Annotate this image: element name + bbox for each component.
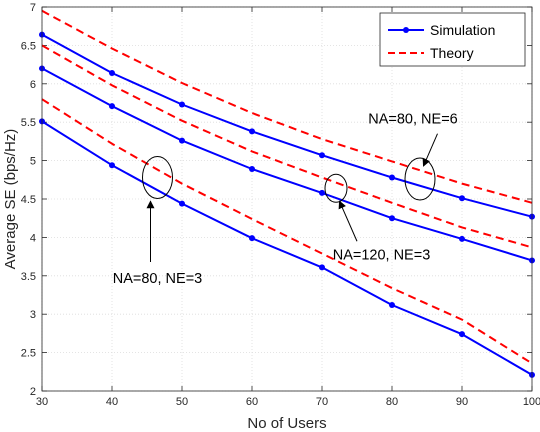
- annotation-label: NA=80, NE=3: [113, 271, 202, 287]
- legend-simulation-label: Simulation: [430, 22, 495, 38]
- data-point: [459, 195, 465, 202]
- annotation-ellipse: [324, 173, 348, 203]
- series-theory-na-80-ne-3: [41, 98, 533, 365]
- data-point: [179, 137, 185, 144]
- series-simulation-na-80-ne-6: [39, 31, 535, 220]
- series-line: [41, 67, 533, 262]
- series-theory-na-80-ne-6: [41, 9, 533, 204]
- y-tick-label: 2: [30, 386, 36, 398]
- x-axis-label: No of Users: [247, 415, 326, 432]
- data-point: [319, 152, 325, 159]
- y-tick-label: 2.5: [21, 348, 36, 360]
- data-point: [459, 331, 465, 338]
- series-layer: [39, 9, 535, 378]
- annotation: NA=80, NE=3: [113, 155, 202, 287]
- x-tick-label: 90: [456, 396, 468, 408]
- annotation-layer: NA=80, NE=6 NA=120, NE=3 NA=80, NE=3: [113, 111, 458, 287]
- x-tick-label: 30: [36, 396, 48, 408]
- y-tick-label: 6.5: [21, 40, 36, 52]
- series-line: [41, 33, 533, 218]
- plot-frame: [41, 6, 533, 392]
- y-tick-label: 5: [30, 156, 36, 168]
- x-tick-label: 80: [386, 396, 398, 408]
- legend-theory-label: Theory: [430, 45, 474, 61]
- data-point: [109, 162, 115, 169]
- y-tick-label: 7: [30, 2, 36, 14]
- annotation-ellipse: [404, 157, 436, 201]
- data-point: [109, 103, 115, 110]
- data-point: [319, 264, 325, 271]
- data-point: [389, 215, 395, 222]
- annotation-label: NA=120, NE=3: [333, 247, 431, 263]
- legend: Simulation Theory: [379, 12, 526, 67]
- x-tick-label: 50: [176, 396, 188, 408]
- annotation-arrow: [422, 133, 438, 167]
- data-point: [249, 235, 255, 242]
- data-point: [179, 101, 185, 108]
- data-point: [249, 166, 255, 173]
- y-tick-label: 3: [30, 309, 36, 321]
- data-point: [319, 189, 325, 196]
- x-tick-label: 40: [106, 396, 118, 408]
- data-point: [249, 128, 255, 135]
- y-tick-label: 5.5: [21, 117, 36, 129]
- series-line: [41, 120, 533, 376]
- series-simulation-na-80-ne-3: [39, 118, 535, 378]
- annotation: NA=80, NE=6: [368, 111, 458, 201]
- y-tick-label: 6: [30, 79, 36, 91]
- data-point: [179, 200, 185, 207]
- series-simulation-na-120-ne-3: [39, 65, 535, 264]
- series-line: [41, 98, 533, 365]
- annotation-ellipse: [142, 155, 173, 199]
- legend-box: [379, 12, 526, 67]
- y-axis-label: Average SE (bps/Hz): [2, 129, 19, 270]
- y-tick-label: 3.5: [21, 271, 36, 283]
- series-line: [41, 44, 533, 249]
- data-point: [389, 174, 395, 181]
- x-tick-label: 100: [523, 396, 540, 408]
- series-theory-na-120-ne-3: [41, 44, 533, 249]
- annotation-arrow: [338, 200, 358, 242]
- data-point: [389, 301, 395, 308]
- annotation: NA=120, NE=3: [324, 173, 431, 263]
- data-point: [459, 235, 465, 242]
- x-tick-label: 60: [246, 396, 258, 408]
- y-tick-label: 4: [30, 232, 36, 244]
- series-line: [41, 9, 533, 204]
- x-tick-label: 70: [316, 396, 328, 408]
- y-tick-label: 4.5: [21, 194, 36, 206]
- legend-simulation-marker: [403, 27, 409, 33]
- annotation-label: NA=80, NE=6: [368, 111, 457, 127]
- data-point: [109, 70, 115, 77]
- tick-labels: 30 40 50 60 70 80 90 100 2 2.5 3 3.5 4 4.5 5 5.5 6 6.5 7: [21, 2, 540, 408]
